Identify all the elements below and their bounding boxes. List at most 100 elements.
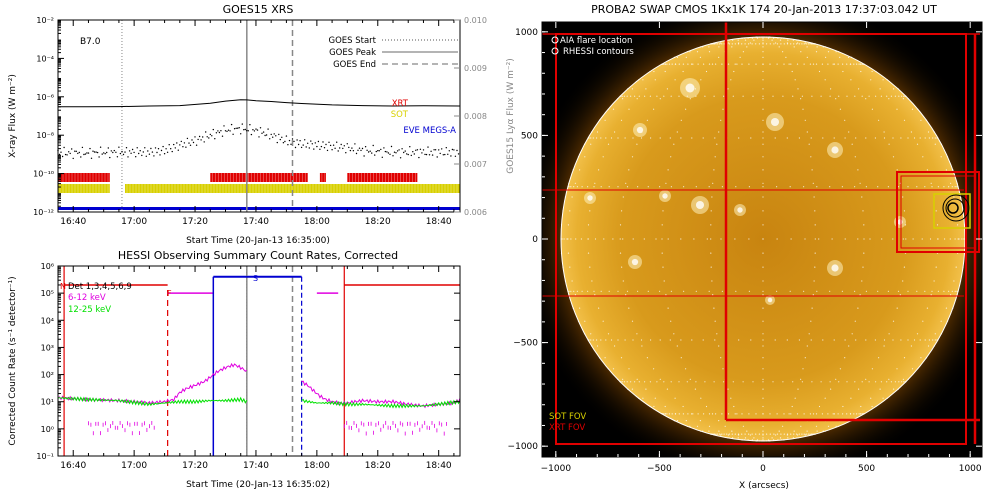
grid-dot [907, 186, 909, 188]
grid-dot [756, 439, 759, 441]
grid-dot [608, 186, 610, 188]
grid-dot [838, 381, 840, 383]
grid-dot [685, 368, 687, 370]
grid-dot [653, 405, 655, 408]
grid-dot [865, 186, 868, 188]
goes-short-channel-point [392, 155, 394, 157]
goes-y2-tick-label: 0.007 [464, 160, 487, 169]
grid-dot [744, 433, 746, 435]
grid-dot [924, 339, 926, 341]
goes-short-channel-point [205, 131, 207, 133]
goes-short-channel-point [103, 152, 105, 154]
grid-dot [896, 169, 898, 171]
goes-short-channel-point [447, 153, 449, 155]
grid-dot [762, 266, 764, 268]
goes-short-channel-point [355, 152, 358, 155]
goes-short-channel-point [127, 156, 129, 158]
grid-dot [628, 368, 630, 370]
grid-dot [666, 88, 669, 90]
goes-short-channel-point [160, 149, 163, 152]
grid-dot [853, 413, 855, 415]
grid-dot [762, 137, 764, 139]
grid-dot [755, 63, 757, 65]
grid-dot [691, 413, 693, 415]
grid-dot [883, 345, 885, 347]
grid-dot [617, 186, 619, 188]
goes-short-channel-point [317, 140, 320, 143]
grid-dot [786, 434, 789, 436]
goes-short-channel-point [337, 150, 339, 152]
goes-short-channel-point [112, 151, 114, 154]
grid-dot [944, 238, 946, 240]
goes-short-channel-point [329, 144, 332, 147]
goes-short-channel-point [240, 133, 242, 135]
goes-short-channel-point [439, 152, 441, 155]
grid-dot [900, 339, 902, 341]
grid-dot [787, 437, 789, 439]
goes-short-channel-point [395, 152, 397, 154]
grid-dot [824, 79, 826, 81]
grid-dot [892, 137, 894, 139]
grid-dot [673, 333, 675, 335]
goes-short-channel-point [75, 150, 78, 152]
grid-dot [602, 156, 604, 158]
grid-dot [712, 182, 714, 184]
grid-dot [695, 186, 697, 188]
grid-dot [954, 238, 956, 240]
grid-dot [686, 381, 688, 383]
goes-short-channel-point [252, 129, 254, 131]
grid-dot [888, 98, 890, 100]
grid-dot [782, 51, 784, 53]
grid-dot [874, 339, 877, 341]
goes-short-channel-point [119, 152, 122, 155]
grid-dot [807, 43, 809, 45]
goes-short-channel-point [115, 151, 117, 153]
grid-dot [778, 46, 780, 48]
grid-dot [762, 339, 764, 341]
grid-dot [928, 339, 931, 341]
grid-dot [871, 70, 873, 73]
grid-dot [722, 108, 724, 110]
grid-dot [670, 156, 672, 158]
grid-dot [571, 280, 573, 282]
grid-dot [780, 43, 782, 45]
grid-dot [822, 137, 824, 139]
grid-dot [721, 413, 723, 415]
goes-short-channel-point [445, 147, 447, 149]
goes-short-channel-point [326, 149, 329, 152]
grid-dot [806, 430, 808, 432]
grid-dot [886, 95, 888, 97]
grid-dot [622, 196, 624, 198]
grid-dot [788, 413, 790, 415]
grid-dot [943, 186, 945, 188]
grid-dot [742, 381, 744, 383]
grid-dot [762, 210, 764, 212]
goes-short-channel-point [313, 148, 315, 150]
coverage-bar-eve-megs-a [58, 207, 460, 210]
goes-short-channel-point [424, 153, 426, 156]
goes-y2-tick-label: 0.009 [464, 64, 487, 73]
grid-dot [735, 186, 737, 188]
grid-dot [922, 320, 924, 322]
goes-short-channel-point [354, 143, 356, 145]
goes-short-channel-point [125, 147, 128, 149]
goes-short-channel-point [319, 148, 321, 150]
grid-dot [632, 238, 634, 240]
grid-dot [786, 137, 788, 139]
active-region-core [897, 219, 903, 225]
grid-dot [837, 413, 839, 415]
grid-dot [667, 238, 669, 240]
grid-dot [732, 381, 734, 383]
grid-dot [591, 280, 593, 282]
grid-dot [820, 95, 822, 97]
grid-dot [816, 46, 818, 48]
goes-short-channel-point [197, 138, 199, 141]
goes-short-channel-point [151, 151, 154, 153]
grid-dot [815, 425, 818, 427]
grid-dot [662, 210, 664, 212]
grid-dot [638, 95, 640, 97]
grid-dot [570, 186, 572, 188]
grid-dot [783, 43, 785, 45]
grid-dot [737, 39, 739, 41]
grid-dot [892, 320, 895, 322]
